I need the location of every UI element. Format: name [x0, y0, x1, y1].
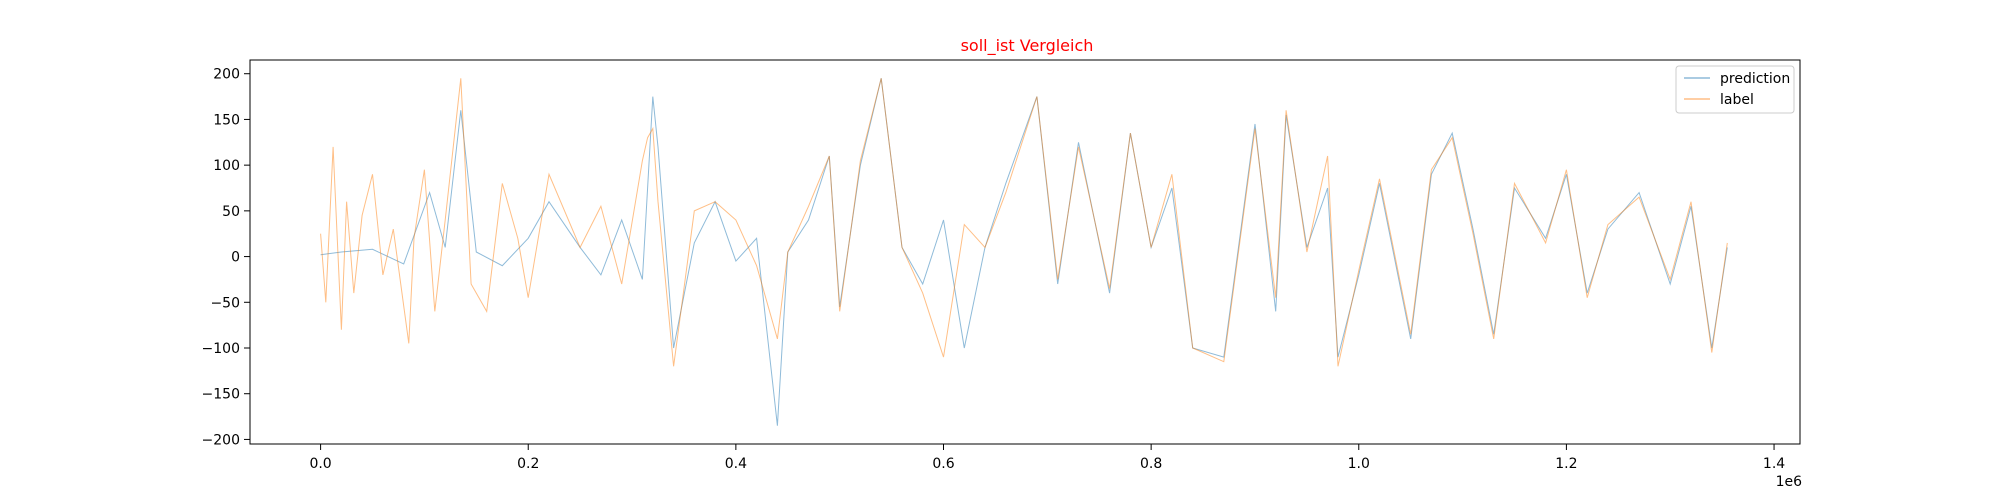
x-tick-label: 1.4 — [1763, 456, 1785, 472]
x-tick-label: 0.0 — [309, 456, 331, 472]
y-tick-label: 150 — [213, 112, 240, 128]
x-tick-label: 0.2 — [517, 456, 539, 472]
y-tick-label: −200 — [202, 432, 240, 448]
y-tick-label: 50 — [222, 204, 240, 220]
series-layer — [320, 78, 1728, 426]
x-axis: 0.0 0.2 0.4 0.6 0.8 1.0 1.2 1.4 — [309, 444, 1785, 472]
x-tick-label: 0.6 — [932, 456, 954, 472]
y-tick-label: 0 — [231, 250, 240, 266]
y-tick-label: 200 — [213, 67, 240, 83]
x-axis-offset-label: 1e6 — [1776, 474, 1803, 490]
chart-title: soll_ist Vergleich — [961, 36, 1094, 56]
x-tick-label: 0.4 — [725, 456, 747, 472]
legend-prediction-label: prediction — [1720, 71, 1790, 87]
legend: prediction label — [1675, 65, 1795, 114]
legend-label-label: label — [1720, 92, 1754, 108]
y-tick-label: −150 — [202, 387, 240, 403]
plot-area-frame — [249, 59, 1801, 445]
y-axis: −200 −150 −100 −50 0 50 100 150 200 — [202, 67, 250, 448]
y-tick-label: 100 — [213, 158, 240, 174]
x-tick-label: 1.0 — [1348, 456, 1370, 472]
y-tick-label: −50 — [210, 295, 240, 311]
x-tick-label: 1.2 — [1555, 456, 1577, 472]
x-tick-label: 0.8 — [1140, 456, 1162, 472]
y-tick-label: −100 — [202, 341, 240, 357]
series-line-label — [320, 78, 1728, 367]
series-line-prediction — [320, 78, 1728, 426]
